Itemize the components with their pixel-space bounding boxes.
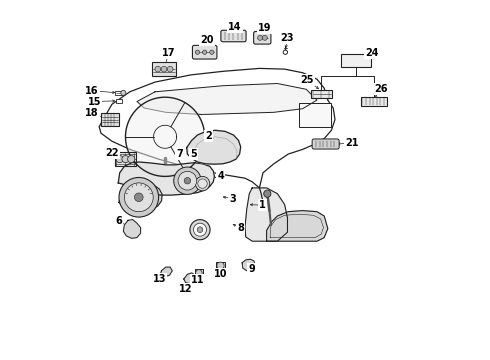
Circle shape [197,227,203,233]
Polygon shape [118,162,215,195]
FancyBboxPatch shape [312,139,339,149]
Text: 10: 10 [214,269,227,279]
Text: 7: 7 [176,149,183,159]
FancyBboxPatch shape [221,30,246,42]
Text: 16: 16 [85,86,99,96]
Circle shape [122,156,129,163]
Polygon shape [242,259,255,271]
Polygon shape [123,220,141,238]
Bar [101,113,119,126]
Circle shape [184,177,191,184]
Circle shape [155,66,161,72]
Text: 12: 12 [179,284,193,294]
Text: 8: 8 [237,222,244,233]
Polygon shape [184,273,196,284]
Polygon shape [125,97,205,176]
Bar [311,90,332,98]
Text: 23: 23 [281,33,294,43]
Text: 24: 24 [365,48,378,58]
Bar [341,54,370,67]
Bar [299,103,331,127]
Text: 22: 22 [105,148,119,158]
Circle shape [116,156,123,163]
Circle shape [167,66,173,72]
Text: 5: 5 [191,149,197,159]
Text: 1: 1 [259,200,266,210]
Text: 21: 21 [345,138,359,148]
Bar [152,62,176,76]
Circle shape [178,171,197,190]
Circle shape [283,50,288,54]
Bar [195,269,203,276]
Circle shape [202,50,207,54]
Bar [216,262,225,269]
Circle shape [217,262,224,269]
Circle shape [264,190,271,197]
Bar [116,99,122,103]
Text: 20: 20 [200,35,214,45]
FancyBboxPatch shape [193,45,217,59]
Text: 17: 17 [162,48,175,58]
Text: 26: 26 [374,84,388,94]
Polygon shape [137,84,317,114]
Text: 4: 4 [217,171,224,181]
Circle shape [210,50,214,54]
Circle shape [174,167,201,194]
Text: 18: 18 [85,108,99,118]
Circle shape [190,220,210,240]
Text: 25: 25 [300,75,314,85]
Circle shape [262,35,268,40]
Text: 19: 19 [258,23,271,33]
Circle shape [134,193,143,202]
Text: 9: 9 [248,264,255,274]
Circle shape [196,176,210,191]
Polygon shape [267,211,328,241]
FancyBboxPatch shape [254,31,271,44]
Text: 13: 13 [152,274,166,284]
Circle shape [194,223,206,236]
Polygon shape [119,183,162,212]
Circle shape [161,66,167,72]
Bar [115,91,123,95]
Text: 3: 3 [229,194,236,204]
Circle shape [119,177,159,217]
Bar [361,97,387,106]
Text: 14: 14 [228,22,242,32]
Polygon shape [187,130,241,164]
Polygon shape [245,188,288,241]
Circle shape [124,183,153,212]
Circle shape [196,270,202,276]
Text: 11: 11 [191,275,204,285]
Text: 15: 15 [88,96,101,107]
Polygon shape [160,267,172,276]
Bar [115,152,136,166]
Circle shape [258,35,263,40]
Circle shape [121,90,126,95]
Circle shape [198,179,207,188]
Text: 6: 6 [115,216,122,226]
Circle shape [196,50,199,54]
Circle shape [127,156,135,163]
Text: 2: 2 [205,131,212,141]
